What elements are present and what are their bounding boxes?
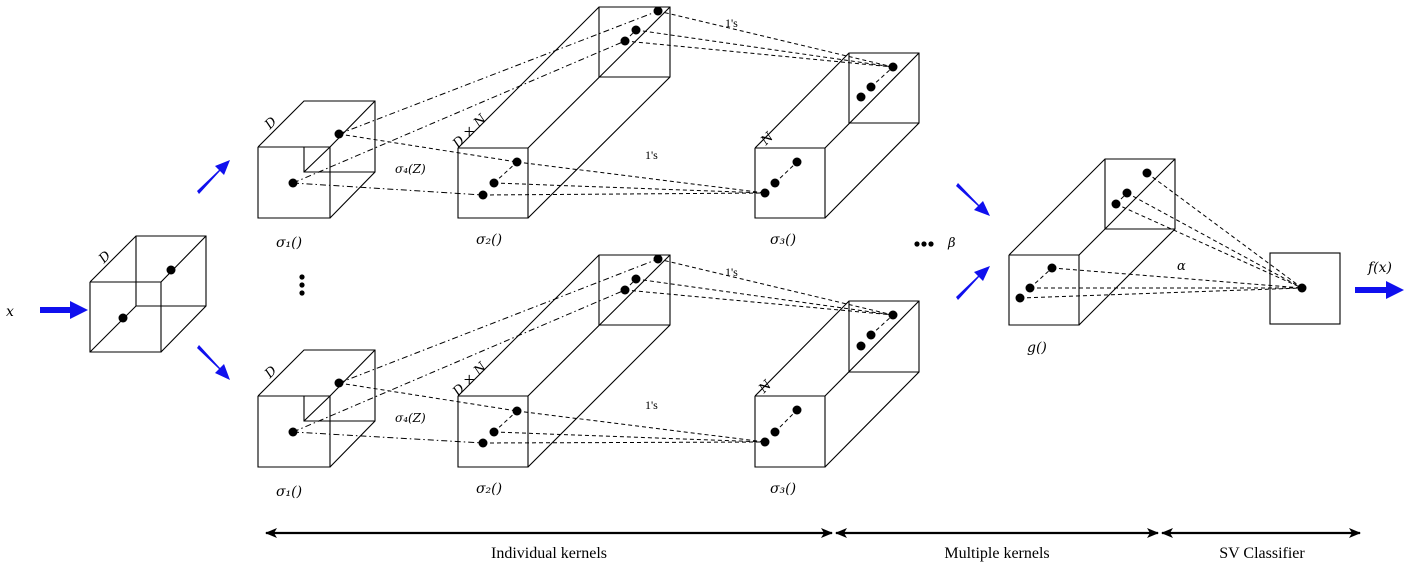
top-sigma2-label: σ₂() [476,232,502,248]
bottom-sigma2-dim-label: D × N [450,359,491,400]
alpha-label: α [1177,259,1186,274]
top-sigma3-dim-label: N [758,129,778,149]
bottom-sigma3-dim-label: N [756,377,776,397]
bottom-sigma2-box [457,254,671,468]
branch-arrow-bottom-icon [197,345,230,380]
section-label-classifier: SV Classifier [1219,545,1305,562]
top-branch: D D × N [257,6,920,219]
merge-arrow-bottom-icon [956,266,990,300]
output-label: f(x) [1367,260,1392,276]
top-sigma1-label: σ₁() [276,235,302,251]
output-arrow-icon [1355,281,1404,299]
classifier-connections [1019,172,1303,299]
bottom-sigma4-label: σ₄(Z) [395,411,426,425]
bottom-branch: D D × N N [257,254,920,468]
top-sigma2-dim-label: D × N [450,111,491,152]
bottom-ones-label-lower: 1's [645,398,658,412]
top-sigma2-box [457,6,671,219]
beta-label: β [947,236,956,251]
g-label: g() [1027,340,1047,356]
top-sigma4-label: σ₄(Z) [395,162,426,176]
top-ones-label-lower: 1's [645,148,658,162]
horizontal-ellipsis-icon [914,241,934,247]
input-cube-dim-label: D [96,248,115,267]
sv-classifier-box [1269,252,1341,325]
vertical-ellipsis-icon [299,274,305,296]
input-arrow-icon [40,301,88,319]
merge-arrow-top-icon [956,183,990,216]
bottom-sigma3-box [754,300,920,468]
bottom-sigma1-label: σ₁() [276,484,302,500]
top-sigma3-label: σ₃() [770,232,796,248]
section-label-individual: Individual kernels [491,545,607,562]
input-cube [89,235,207,353]
g-box [1008,158,1176,326]
section-label-multiple: Multiple kernels [944,545,1049,562]
bottom-sigma1-dim-label: D [262,363,281,382]
bottom-sigma2-label: σ₂() [476,481,502,497]
input-label: x [6,304,14,320]
bottom-ones-label-upper: 1's [725,265,738,279]
branch-arrow-top-icon [197,160,230,194]
top-sigma1-cube [257,100,376,219]
top-sigma1-dim-label: D [262,114,281,133]
top-sigma3-box [754,52,920,219]
bottom-sigma3-label: σ₃() [770,481,796,497]
bottom-sigma1-cube [257,349,376,468]
top-ones-label-upper: 1's [725,16,738,30]
